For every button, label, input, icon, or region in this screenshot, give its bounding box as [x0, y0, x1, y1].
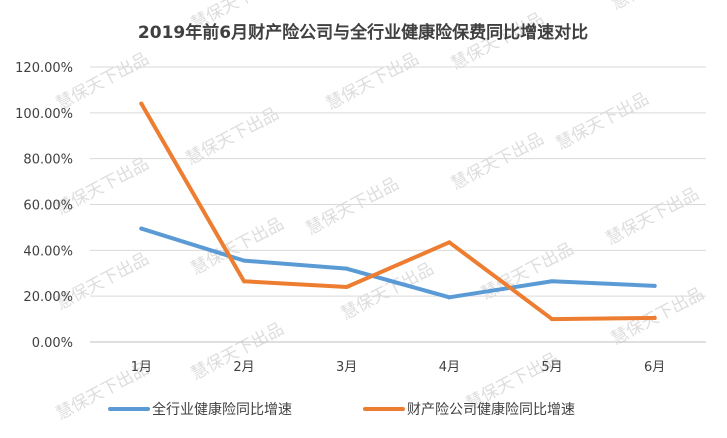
- watermark-text: 慧保天下出品: [608, 0, 707, 14]
- x-tick-label: 5月: [541, 360, 562, 375]
- x-axis-ticks: 1月 2月 3月 4月 5月 6月: [131, 360, 666, 375]
- x-tick-label: 1月: [131, 360, 152, 375]
- series-lines: [139, 101, 657, 322]
- y-axis-ticks: 0.00% 20.00% 40.00% 60.00% 80.00% 100.00% 120.…: [15, 61, 73, 351]
- watermark-text: 慧保天下出品: [603, 184, 702, 250]
- watermark-text: 慧保天下出品: [323, 49, 422, 115]
- watermark-text: 慧保天下出品: [303, 174, 402, 240]
- watermark-text: 慧保天下出品: [183, 104, 282, 170]
- gridlines: [90, 66, 706, 343]
- series-line-2: [139, 101, 657, 322]
- legend-label: 财产险公司健康险同比增速: [407, 401, 575, 418]
- watermark-text: 慧保天下出品: [53, 49, 152, 115]
- data-point: [344, 285, 349, 289]
- y-tick-label: 40.00%: [23, 244, 73, 259]
- data-point: [447, 295, 452, 300]
- y-tick-label: 120.00%: [15, 61, 73, 76]
- data-point: [242, 279, 246, 284]
- data-point: [139, 101, 144, 106]
- data-point: [550, 317, 554, 322]
- x-tick-label: 2月: [233, 360, 254, 375]
- data-point: [652, 315, 657, 320]
- x-tick-label: 6月: [644, 360, 665, 375]
- data-point: [242, 258, 246, 263]
- chart-title: 2019年前6月财产险公司与全行业健康险保费同比增速对比: [138, 22, 588, 43]
- legend: 全行业健康险同比增速 财产险公司健康险同比增速: [108, 401, 575, 418]
- watermark-text: 慧保天下出品: [553, 89, 652, 155]
- y-tick-label: 100.00%: [15, 107, 73, 122]
- data-point: [344, 266, 349, 271]
- data-point: [447, 240, 452, 245]
- y-tick-label: 0.00%: [32, 336, 73, 351]
- y-tick-label: 80.00%: [23, 153, 73, 168]
- data-point: [550, 279, 554, 284]
- legend-label: 全行业健康险同比增速: [152, 401, 292, 418]
- data-point: [139, 226, 144, 231]
- watermark-text: 慧保天下出品: [448, 129, 547, 195]
- y-tick-label: 60.00%: [23, 199, 73, 214]
- data-point: [652, 283, 657, 288]
- x-tick-label: 3月: [336, 360, 357, 375]
- x-tick-label: 4月: [439, 360, 460, 375]
- watermark-text: 慧保天下出品: [478, 239, 577, 305]
- y-tick-label: 20.00%: [23, 290, 73, 305]
